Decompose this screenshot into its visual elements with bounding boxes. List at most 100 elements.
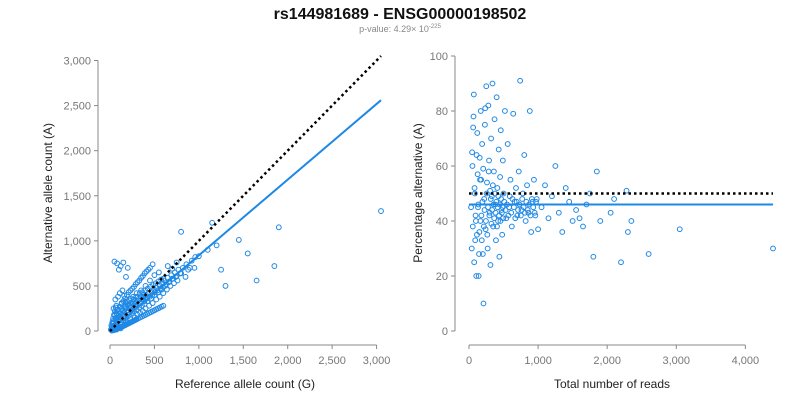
left-data-point — [119, 287, 126, 294]
right-data-point — [507, 176, 514, 183]
left-data-point — [271, 263, 278, 269]
right-ylabel: Percentage alternative (A) — [411, 123, 425, 262]
left-data-point — [132, 281, 139, 288]
right-data-point — [474, 231, 480, 238]
right-data-point — [488, 220, 495, 227]
right-data-point — [481, 207, 488, 213]
left-data-point — [153, 296, 160, 303]
right-data-point — [472, 237, 479, 244]
right-data-point — [569, 218, 576, 224]
left-data-point — [235, 237, 242, 243]
left-data-point — [121, 292, 128, 299]
right-data-point — [498, 196, 505, 202]
right-data-point — [483, 83, 490, 90]
right-data-point — [484, 245, 491, 252]
left-data-point — [155, 269, 162, 276]
right-data-point — [566, 198, 573, 205]
right-data-point — [468, 204, 474, 211]
right-data-point — [473, 152, 480, 158]
right-data-point — [491, 116, 498, 123]
right-data-point — [480, 223, 487, 230]
left-x-tick-label: 0 — [107, 355, 113, 367]
right-data-point — [494, 223, 500, 230]
right-data-point — [502, 108, 508, 114]
right-data-point — [481, 121, 488, 128]
right-xlabel: Total number of reads — [554, 377, 670, 391]
right-data-point — [524, 182, 530, 189]
left-data-point — [178, 228, 184, 235]
right-data-point — [515, 207, 521, 213]
left-y-tick-label: 1,500 — [63, 191, 91, 203]
right-data-point — [522, 218, 529, 224]
right-data-point — [470, 124, 477, 131]
right-data-point — [597, 218, 604, 224]
right-data-point — [645, 251, 652, 257]
left-data-point — [191, 264, 198, 271]
left-data-point — [109, 318, 116, 324]
left-fit-line — [109, 99, 382, 332]
right-data-point — [479, 141, 486, 147]
left-data-point — [146, 302, 152, 309]
right-data-point — [499, 231, 506, 238]
right-data-point — [498, 209, 505, 216]
left-data-point — [253, 277, 260, 284]
right-y-tick-label: 20 — [436, 271, 448, 283]
right-data-point — [476, 251, 482, 257]
right-y-tick-label: 80 — [436, 106, 448, 118]
right-x-tick-label: 4,000 — [732, 355, 760, 367]
right-data-point — [528, 196, 535, 202]
left-data-point — [114, 260, 121, 267]
left-data-point — [147, 264, 153, 271]
right-data-point — [593, 168, 600, 175]
left-data-point — [222, 283, 229, 289]
right-data-point — [493, 237, 499, 244]
right-x-tick-label: 0 — [466, 355, 472, 367]
left-data-point — [136, 290, 143, 297]
right-data-point — [502, 207, 509, 213]
left-data-point — [149, 300, 156, 306]
right-x-tick-label: 1,000 — [524, 355, 552, 367]
right-data-point — [497, 127, 504, 134]
right-data-point — [618, 259, 624, 266]
right-data-point — [526, 108, 533, 114]
right-data-point — [477, 218, 484, 224]
right-data-point — [607, 209, 614, 216]
left-data-point — [218, 266, 224, 273]
right-data-point — [530, 204, 537, 211]
chart-subtitle: p-value: 4.29× 10-225 — [0, 24, 800, 34]
right-data-point — [517, 212, 524, 219]
right-data-point — [468, 245, 475, 252]
left-data-point — [147, 277, 153, 284]
right-data-point — [676, 226, 683, 233]
left-y-tick-label: 2,000 — [63, 146, 91, 158]
left-data-point — [133, 290, 140, 297]
right-data-point — [611, 196, 617, 202]
right-data-point — [527, 212, 534, 219]
left-data-point — [134, 279, 141, 286]
right-data-point — [545, 215, 552, 222]
right-y-tick-label: 100 — [430, 51, 448, 63]
right-y-tick-label: 0 — [442, 326, 448, 338]
left-data-point — [120, 259, 127, 266]
right-data-point — [494, 185, 501, 191]
left-y-tick-label: 500 — [73, 281, 91, 293]
right-data-point — [770, 245, 776, 252]
right-data-point — [471, 259, 478, 266]
left-data-point — [163, 286, 170, 293]
right-data-point — [487, 187, 493, 194]
right-data-point — [474, 171, 481, 178]
right-data-point — [504, 141, 511, 147]
right-data-point — [513, 185, 519, 191]
right-data-point — [538, 204, 545, 211]
left-data-point — [138, 274, 144, 281]
right-data-point — [580, 223, 586, 230]
right-data-point — [489, 80, 496, 87]
right-data-point — [500, 190, 507, 197]
right-data-point — [493, 94, 500, 101]
right-data-point — [495, 146, 502, 153]
right-data-point — [517, 77, 524, 84]
left-y-tick-label: 3,000 — [63, 56, 91, 68]
right-data-point — [474, 130, 481, 136]
left-data-point — [160, 302, 167, 309]
right-data-point — [524, 207, 531, 213]
